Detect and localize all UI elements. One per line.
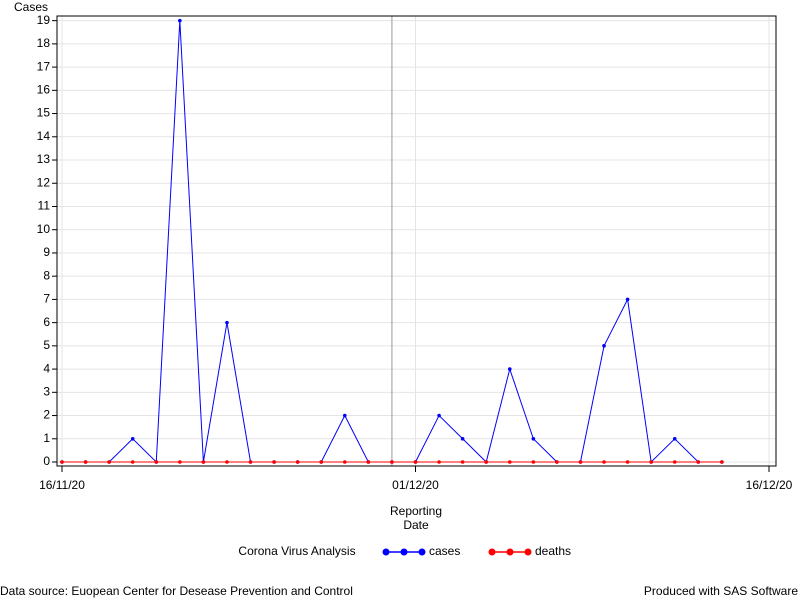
y-tick-label: 8: [43, 268, 50, 282]
y-tick-label: 1: [43, 431, 50, 445]
point: [366, 460, 371, 464]
legend-marker: [400, 548, 408, 556]
point: [625, 297, 630, 302]
x-tick-label: 01/12/20: [392, 478, 439, 492]
point: [555, 460, 559, 464]
y-tick-label: 9: [43, 245, 50, 259]
point: [696, 460, 701, 464]
y-tick-label: 2: [43, 408, 50, 422]
x-tick-label: 16/12/20: [746, 478, 793, 492]
y-tick-label: 14: [37, 129, 51, 143]
point: [225, 460, 229, 464]
y-tick-label: 19: [37, 13, 51, 27]
y-axis-label: Cases: [14, 0, 48, 14]
point: [343, 460, 347, 464]
point: [107, 460, 111, 464]
y-tick-label: 7: [43, 292, 50, 306]
point: [578, 460, 583, 464]
y-tick-label: 4: [43, 361, 50, 375]
point: [672, 460, 677, 464]
y-tick-label: 6: [43, 315, 50, 329]
point: [319, 460, 324, 464]
y-tick-label: 17: [37, 59, 51, 73]
point: [60, 460, 64, 464]
point: [507, 460, 512, 464]
footnote: Data source: Euopean Center for Desease …: [0, 584, 353, 598]
point: [413, 460, 418, 464]
y-tick-label: 13: [37, 152, 51, 166]
point: [649, 460, 653, 464]
y-tick-label: 12: [37, 175, 51, 189]
point: [272, 460, 276, 464]
point: [178, 18, 182, 23]
plot-frame: [56, 15, 777, 467]
point: [130, 460, 135, 464]
point: [248, 460, 253, 464]
point: [625, 460, 630, 464]
legend-label: cases: [429, 544, 460, 558]
point: [720, 460, 724, 464]
point: [437, 460, 441, 464]
point: [531, 436, 536, 441]
x-tick-label: 16/11/20: [39, 478, 85, 492]
x-axis-label: Reporting: [390, 504, 442, 518]
point: [602, 344, 606, 348]
point: [295, 460, 300, 464]
point: [343, 413, 347, 418]
y-tick-label: 10: [37, 222, 51, 236]
point: [460, 436, 465, 441]
point: [602, 460, 606, 464]
point: [507, 367, 512, 371]
legend-marker: [506, 548, 514, 556]
y-tick-label: 5: [43, 338, 50, 352]
point: [437, 413, 441, 418]
legend-marker: [382, 548, 390, 556]
legend-marker: [524, 548, 532, 556]
point: [460, 460, 465, 464]
legend-marker: [488, 548, 496, 556]
y-tick-label: 11: [38, 199, 51, 213]
x-axis-label: Date: [403, 518, 429, 532]
y-tick-label: 3: [43, 384, 50, 398]
footnote: Produced with SAS Software: [644, 584, 798, 598]
point: [484, 460, 489, 464]
point: [130, 436, 135, 441]
legend-label: deaths: [535, 544, 571, 558]
legend-title: Corona Virus Analysis: [238, 544, 355, 558]
point: [154, 460, 159, 464]
point: [83, 460, 88, 464]
y-tick-label: 18: [37, 36, 51, 50]
point: [672, 436, 677, 441]
y-tick-label: 15: [37, 106, 51, 120]
legend-marker: [418, 548, 426, 556]
point: [225, 320, 229, 325]
point: [531, 460, 536, 464]
point: [390, 460, 394, 464]
point: [201, 460, 206, 464]
point: [178, 460, 182, 464]
y-tick-label: 0: [43, 454, 50, 468]
y-tick-label: 16: [37, 83, 51, 97]
